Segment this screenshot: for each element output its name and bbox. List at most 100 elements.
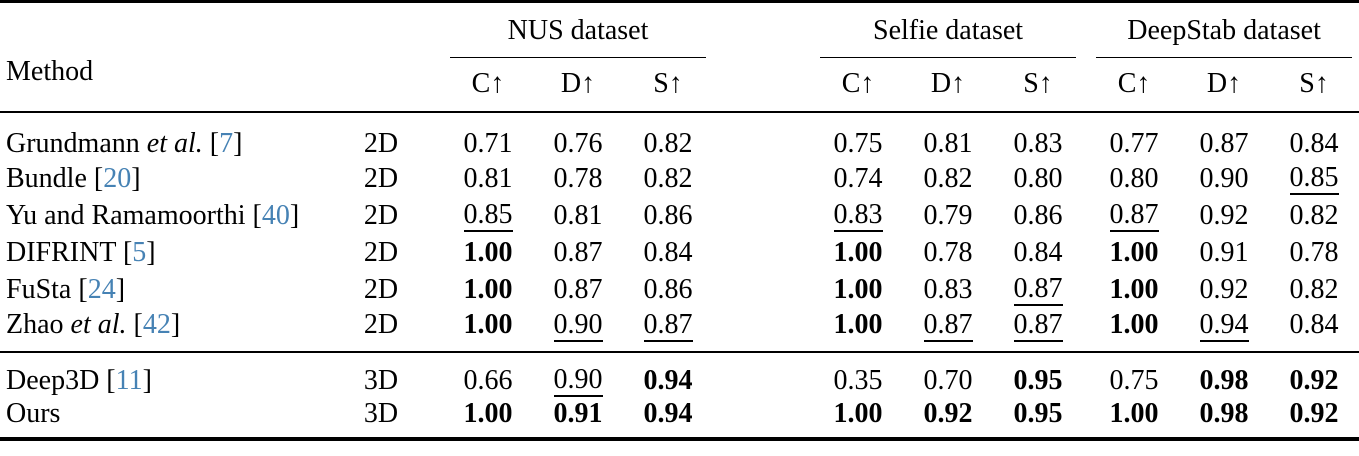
value-cell-nus-d: 0.87	[553, 273, 603, 305]
value-cell-selfie-c: 1.00	[833, 309, 883, 341]
value-cell-nus-s: 0.84	[643, 236, 693, 268]
column-spacer	[713, 271, 813, 308]
table-row: Deep3D [11] 3D 0.66 0.90 0.94 0.35 0.70 …	[0, 350, 1359, 398]
value-cell-deepstab-c: 0.87	[1089, 197, 1179, 234]
value-cell-selfie-c: 0.74	[833, 162, 883, 194]
value-cell-selfie-s: 0.95	[1013, 398, 1063, 430]
column-spacer	[1083, 1, 1090, 113]
citation-brackets: [40]	[245, 199, 300, 231]
citation-link[interactable]: 40	[261, 199, 290, 231]
value-cell-deepstab-d: 0.91	[1199, 236, 1249, 268]
column-spacer	[713, 234, 813, 271]
value-cell-nus-c: 1.00	[463, 398, 513, 430]
value-cell-nus-c: 0.85	[443, 197, 533, 234]
table-body: Grundmann et al. [7] 2D 0.71 0.76 0.82 0…	[0, 112, 1359, 440]
results-table: Method NUS dataset Selfie dataset DeepSt…	[0, 0, 1359, 442]
method-name: Ours	[6, 398, 61, 430]
metric-header-deepstab-s: S↑	[1269, 57, 1359, 113]
value-cell-selfie-c: 1.00	[833, 398, 883, 430]
value-cell-selfie-s: 0.84	[1013, 236, 1063, 268]
method-name: Grundmann	[6, 127, 147, 159]
table-row: Ours 3D 1.00 0.91 0.94 1.00 0.92 0.95 1.…	[0, 397, 1359, 439]
method-cell: FuSta [24]	[0, 271, 345, 308]
method-etal: et al.	[146, 127, 203, 159]
citation-link[interactable]: 42	[142, 309, 171, 341]
method-name: FuSta	[6, 273, 72, 305]
method-cell: Bundle [20]	[0, 160, 345, 197]
column-spacer	[713, 308, 813, 352]
method-name: Zhao	[6, 309, 71, 341]
column-spacer	[417, 1, 443, 113]
method-cell: Yu and Ramamoorthi [40]	[0, 197, 345, 234]
citation-link[interactable]: 24	[87, 273, 116, 305]
value-cell-nus-d: 0.76	[553, 127, 603, 159]
value-cell-deepstab-c: 1.00	[1109, 309, 1159, 341]
value-cell-deepstab-c: 1.00	[1109, 398, 1159, 430]
value-cell-selfie-s: 0.95	[993, 350, 1084, 398]
method-name: Deep3D	[6, 364, 100, 396]
value-cell-selfie-s: 0.87	[993, 308, 1083, 352]
value-cell-deepstab-c: 0.80	[1109, 162, 1159, 194]
dimension-cell: 2D	[363, 309, 399, 341]
value-cell-selfie-d: 0.70	[903, 350, 994, 398]
value-cell-selfie-c: 1.00	[833, 273, 883, 305]
method-cell: Deep3D [11]	[0, 350, 345, 398]
value-cell-deepstab-d: 0.92	[1199, 273, 1249, 305]
citation-brackets: [42]	[126, 309, 181, 341]
value-cell-selfie-c: 0.83	[813, 197, 903, 234]
dimension-cell: 2D	[363, 162, 399, 194]
column-spacer	[417, 397, 443, 439]
table-row: Bundle [20] 2D 0.81 0.78 0.82 0.74 0.82 …	[0, 160, 1359, 197]
citation-brackets: [20]	[86, 162, 141, 194]
dimension-cell: 2D	[363, 236, 399, 268]
value-cell-deepstab-c: 1.00	[1109, 236, 1159, 268]
citation-link[interactable]: 5	[132, 236, 147, 268]
metric-header-deepstab-d: D↑	[1179, 57, 1270, 113]
value-cell-nus-c: 1.00	[463, 273, 513, 305]
value-cell-deepstab-s: 0.85	[1269, 160, 1359, 197]
value-cell-deepstab-d: 0.98	[1199, 398, 1249, 430]
table-row: DIFRINT [5] 2D 1.00 0.87 0.84 1.00 0.78 …	[0, 234, 1359, 271]
column-spacer	[417, 160, 443, 197]
citation-link[interactable]: 7	[219, 127, 234, 159]
value-cell-deepstab-d: 0.94	[1179, 308, 1269, 352]
dimension-cell: 2D	[363, 273, 399, 305]
citation-brackets: [24]	[71, 273, 126, 305]
citation-link[interactable]: 11	[115, 364, 143, 396]
citation-brackets: [11]	[99, 364, 152, 396]
value-cell-nus-d: 0.91	[553, 398, 603, 430]
dimension-cell: 3D	[363, 398, 399, 430]
value-cell-nus-c: 0.66	[443, 350, 533, 398]
value-cell-deepstab-s: 0.78	[1289, 236, 1339, 268]
value-cell-nus-s: 0.94	[623, 350, 714, 398]
method-name: DIFRINT	[6, 236, 116, 268]
table-row: FuSta [24] 2D 1.00 0.87 0.86 1.00 0.83 0…	[0, 271, 1359, 308]
citation-link[interactable]: 20	[103, 162, 132, 194]
value-cell-deepstab-c: 0.75	[1089, 350, 1180, 398]
group-label-selfie: Selfie dataset	[820, 14, 1077, 58]
method-etal: et al.	[70, 309, 127, 341]
value-cell-deepstab-s: 0.84	[1289, 309, 1339, 341]
value-cell-nus-d: 0.87	[553, 236, 603, 268]
column-spacer	[1083, 350, 1090, 398]
method-cell: DIFRINT [5]	[0, 234, 345, 271]
group-header-selfie: Selfie dataset	[813, 2, 1083, 58]
value-cell-nus-d: 0.81	[553, 199, 603, 231]
table-row: Yu and Ramamoorthi [40] 2D 0.85 0.81 0.8…	[0, 197, 1359, 234]
value-cell-deepstab-c: 0.77	[1109, 127, 1159, 159]
dimension-cell: 2D	[363, 127, 399, 159]
table-row: Zhao et al. [42] 2D 1.00 0.90 0.87 1.00 …	[0, 308, 1359, 352]
value-cell-selfie-d: 0.81	[923, 127, 973, 159]
table-header: Method NUS dataset Selfie dataset DeepSt…	[0, 1, 1359, 113]
value-cell-nus-d: 0.90	[533, 350, 623, 398]
value-cell-selfie-d: 0.78	[923, 236, 973, 268]
metric-header-nus-d: D↑	[533, 57, 623, 113]
table-row: Grundmann et al. [7] 2D 0.71 0.76 0.82 0…	[0, 112, 1359, 160]
method-cell: Grundmann et al. [7]	[0, 112, 345, 160]
metric-header-selfie-d: D↑	[903, 57, 994, 113]
value-cell-nus-c: 1.00	[463, 309, 513, 341]
value-cell-selfie-s: 0.87	[993, 271, 1083, 308]
value-cell-selfie-d: 0.83	[923, 273, 973, 305]
column-spacer	[713, 1, 814, 113]
